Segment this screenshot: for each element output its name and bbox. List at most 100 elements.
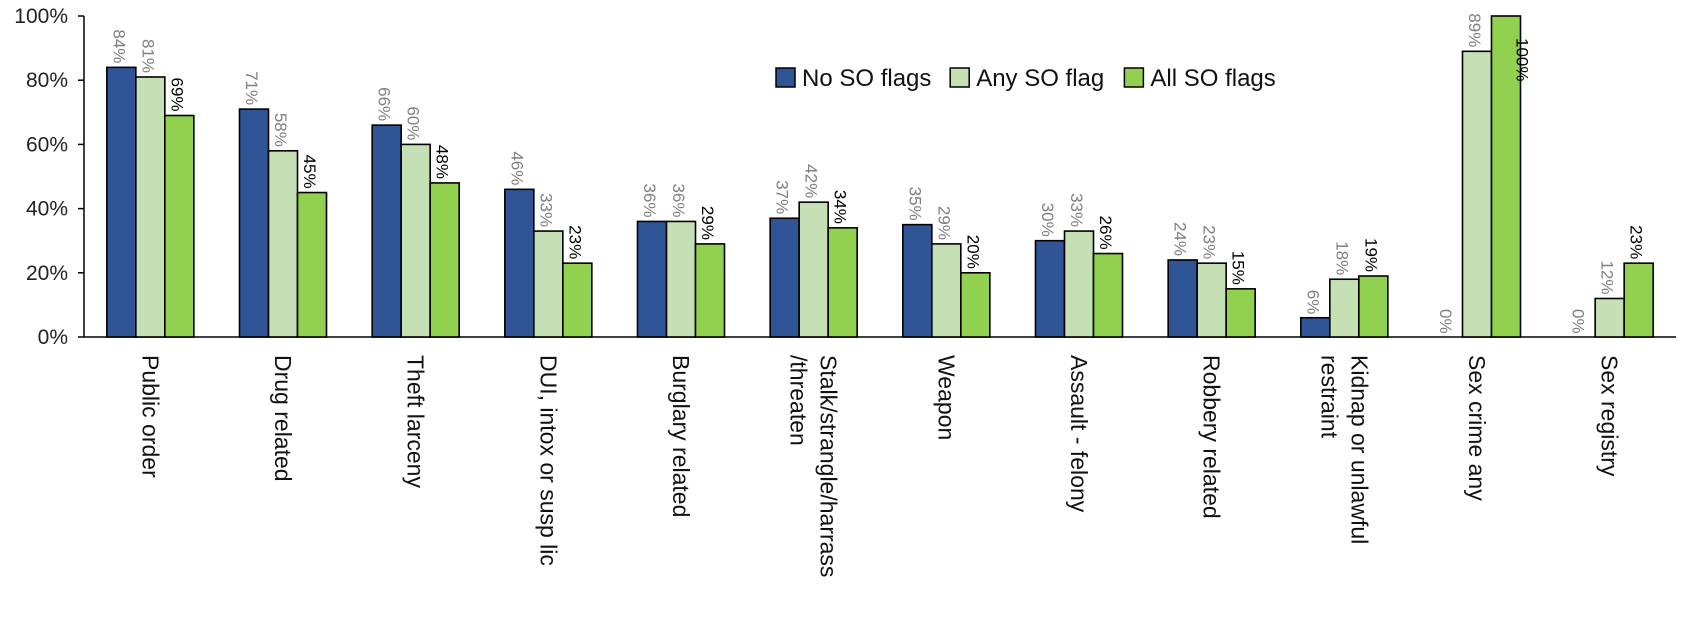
bar xyxy=(238,108,270,338)
bar xyxy=(960,271,991,338)
value-label: 33% xyxy=(1067,193,1086,227)
value-label: 84% xyxy=(109,29,128,63)
bar xyxy=(902,223,933,338)
value-label: 12% xyxy=(1598,260,1617,294)
value-label: 33% xyxy=(536,193,555,227)
bar xyxy=(1167,259,1198,338)
value-label: 34% xyxy=(831,190,850,224)
category-label: Burglary related xyxy=(668,355,694,517)
category-label: Sex registry xyxy=(1597,355,1623,477)
category-label: Theft larceny xyxy=(403,355,429,488)
category-labels-layer: Public order Drug related Theft larceny DUI… xyxy=(137,355,1622,577)
value-label: 81% xyxy=(138,39,157,73)
category-label: Assault - felony xyxy=(1066,355,1092,513)
category-label: restraint xyxy=(1316,355,1342,439)
bar xyxy=(296,191,328,338)
legend-label: Any SO flag xyxy=(976,65,1104,92)
value-label: 45% xyxy=(300,155,319,189)
value-label: 6% xyxy=(1303,290,1322,315)
axis-layer: 0% 20% 40% 60% 80% 100% xyxy=(14,5,1676,349)
legend-swatch xyxy=(1123,67,1145,88)
bar xyxy=(769,217,800,338)
bar xyxy=(1358,275,1389,338)
category-label: Kidnap or unlawful xyxy=(1346,355,1372,544)
bar xyxy=(1623,262,1654,338)
category-label: Drug related xyxy=(270,355,296,482)
value-label: 36% xyxy=(669,183,688,217)
value-label: 23% xyxy=(1627,225,1646,259)
legend-label: No SO flags xyxy=(802,65,931,92)
bar xyxy=(267,150,299,338)
bar xyxy=(1490,15,1522,338)
value-label: 24% xyxy=(1171,222,1190,256)
y-tick-label: 100% xyxy=(14,5,68,28)
y-tick-label: 40% xyxy=(26,198,68,221)
value-labels-layer: 84% 81% 69% 71% 58% 45% 66% 60% 48% 46% 33% 23% 36% 3… xyxy=(109,13,1645,333)
category-label: Robbery related xyxy=(1199,355,1225,519)
value-label: 23% xyxy=(565,225,584,259)
value-label: 60% xyxy=(404,106,423,140)
y-tick-label: 0% xyxy=(38,326,68,349)
bars-layer xyxy=(106,15,1654,338)
bar xyxy=(371,124,402,338)
value-label: 0% xyxy=(1436,309,1455,334)
bar xyxy=(1034,239,1066,338)
legend-swatch xyxy=(949,67,970,88)
legend-swatch xyxy=(775,67,796,88)
bar xyxy=(504,188,535,338)
y-tick-label: 20% xyxy=(26,262,68,285)
value-label: 0% xyxy=(1569,309,1588,334)
bar xyxy=(931,243,962,338)
value-label: 18% xyxy=(1332,241,1351,275)
bar xyxy=(798,201,829,338)
bar xyxy=(694,243,726,338)
bar xyxy=(135,76,166,338)
bar xyxy=(1594,297,1625,338)
bar xyxy=(1300,316,1331,338)
value-label: 71% xyxy=(242,71,261,105)
value-label: 42% xyxy=(802,164,821,198)
bar xyxy=(665,220,697,338)
value-label: 29% xyxy=(698,206,717,240)
value-label: 30% xyxy=(1038,203,1057,237)
value-label: 15% xyxy=(1229,251,1248,285)
value-label: 29% xyxy=(934,206,953,240)
category-label: Stalk/strangle/harrass xyxy=(816,355,842,577)
value-label: 66% xyxy=(375,87,394,121)
bar xyxy=(400,143,431,338)
bar xyxy=(1196,262,1227,338)
value-label: 58% xyxy=(271,113,290,147)
bar xyxy=(533,230,564,338)
bar xyxy=(636,220,668,338)
bar xyxy=(164,114,195,338)
value-label: 46% xyxy=(507,151,526,185)
value-label: 100% xyxy=(1513,38,1532,81)
bar xyxy=(1092,252,1124,338)
legend: No SO flags Any SO flag All SO flags xyxy=(775,65,1276,92)
category-label: /threaten xyxy=(786,355,812,446)
value-label: 37% xyxy=(773,180,792,214)
value-label: 20% xyxy=(963,235,982,269)
value-label: 36% xyxy=(640,183,659,217)
value-label: 23% xyxy=(1200,225,1219,259)
value-label: 48% xyxy=(433,145,452,179)
bar xyxy=(827,227,858,338)
category-label: Weapon xyxy=(933,355,959,440)
bar xyxy=(1063,230,1095,338)
value-label: 89% xyxy=(1465,13,1484,47)
legend-label: All SO flags xyxy=(1150,65,1275,92)
value-label: 69% xyxy=(167,78,186,112)
y-tick-label: 60% xyxy=(26,133,68,156)
bar xyxy=(429,182,460,338)
bar xyxy=(562,262,593,338)
y-tick-label: 80% xyxy=(26,69,68,92)
value-label: 26% xyxy=(1096,216,1115,250)
category-label: Sex crime any xyxy=(1464,355,1490,501)
bar xyxy=(1329,278,1360,338)
category-label: DUI, intox or susp lic xyxy=(535,355,561,566)
category-label: Public order xyxy=(137,355,163,478)
value-label: 19% xyxy=(1361,238,1380,272)
bar xyxy=(1225,288,1256,338)
value-label: 35% xyxy=(905,187,924,221)
